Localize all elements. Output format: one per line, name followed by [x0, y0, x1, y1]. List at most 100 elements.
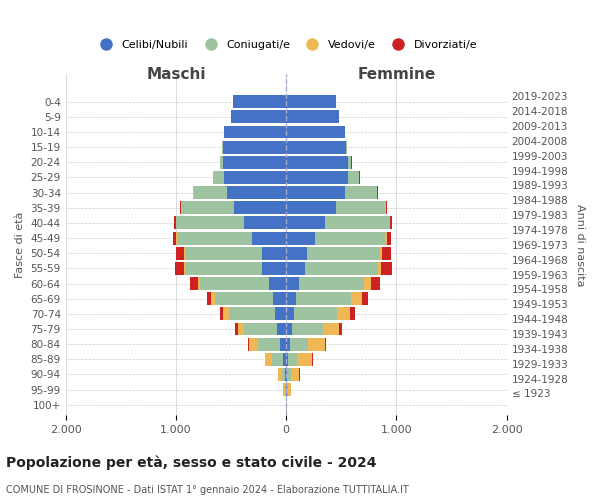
Bar	[305, 262, 378, 275]
Bar	[272, 353, 283, 366]
Text: COMUNE DI FROSINONE - Dati ISTAT 1° gennaio 2024 - Elaborazione TUTTITALIA.IT: COMUNE DI FROSINONE - Dati ISTAT 1° genn…	[6, 485, 409, 495]
Bar	[297, 353, 311, 366]
Bar	[175, 262, 184, 275]
Bar	[284, 383, 286, 396]
Bar	[176, 247, 184, 260]
Bar	[325, 338, 326, 350]
Bar	[377, 186, 378, 199]
Bar	[286, 171, 348, 184]
Bar	[273, 292, 286, 305]
Bar	[262, 247, 286, 260]
Bar	[378, 262, 381, 275]
Bar	[385, 232, 386, 244]
Bar	[381, 262, 392, 275]
Bar	[296, 292, 351, 305]
Bar	[286, 353, 289, 366]
Bar	[336, 202, 385, 214]
Bar	[290, 368, 299, 381]
Bar	[283, 353, 286, 366]
Bar	[222, 141, 223, 154]
Bar	[235, 202, 286, 214]
Bar	[288, 383, 291, 396]
Bar	[233, 96, 286, 108]
Bar	[211, 292, 215, 305]
Bar	[286, 247, 307, 260]
Bar	[348, 156, 351, 169]
Bar	[227, 186, 286, 199]
Bar	[244, 216, 286, 230]
Bar	[371, 277, 380, 290]
Bar	[286, 322, 292, 336]
Bar	[339, 322, 343, 336]
Bar	[286, 156, 348, 169]
Bar	[286, 277, 299, 290]
Bar	[287, 383, 288, 396]
Y-axis label: Anni di nascita: Anni di nascita	[575, 204, 585, 286]
Bar	[286, 262, 305, 275]
Bar	[386, 232, 391, 244]
Bar	[287, 368, 290, 381]
Bar	[282, 368, 285, 381]
Text: Popolazione per età, sesso e stato civile - 2024: Popolazione per età, sesso e stato civil…	[6, 456, 377, 470]
Bar	[215, 292, 273, 305]
Bar	[285, 368, 286, 381]
Bar	[249, 338, 257, 350]
Bar	[173, 232, 176, 244]
Bar	[223, 156, 286, 169]
Bar	[278, 368, 282, 381]
Bar	[224, 126, 286, 138]
Bar	[185, 262, 262, 275]
Bar	[380, 247, 382, 260]
Bar	[223, 141, 286, 154]
Bar	[275, 308, 286, 320]
Bar	[344, 186, 377, 199]
Bar	[286, 232, 315, 244]
Bar	[286, 368, 287, 381]
Bar	[325, 216, 390, 230]
Bar	[286, 292, 296, 305]
Bar	[323, 322, 339, 336]
Bar	[351, 292, 362, 305]
Legend: Celibi/Nubili, Coniugati/e, Vedovi/e, Divorziati/e: Celibi/Nubili, Coniugati/e, Vedovi/e, Di…	[91, 36, 482, 54]
Y-axis label: Fasce di età: Fasce di età	[15, 212, 25, 278]
Bar	[286, 216, 325, 230]
Bar	[265, 353, 272, 366]
Bar	[362, 292, 368, 305]
Bar	[198, 277, 200, 290]
Bar	[277, 322, 286, 336]
Bar	[294, 308, 337, 320]
Bar	[307, 247, 380, 260]
Bar	[194, 186, 227, 199]
Bar	[346, 141, 347, 154]
Bar	[181, 202, 235, 214]
Bar	[348, 171, 359, 184]
Bar	[235, 322, 238, 336]
Bar	[214, 171, 224, 184]
Bar	[200, 277, 269, 290]
Text: Maschi: Maschi	[146, 67, 206, 82]
Bar	[286, 308, 294, 320]
Bar	[177, 232, 252, 244]
Bar	[337, 308, 350, 320]
Bar	[364, 277, 371, 290]
Bar	[174, 216, 176, 230]
Bar	[289, 353, 297, 366]
Bar	[283, 383, 284, 396]
Bar	[299, 277, 364, 290]
Bar	[190, 277, 198, 290]
Bar	[262, 262, 286, 275]
Bar	[252, 232, 286, 244]
Bar	[224, 171, 286, 184]
Bar	[286, 338, 290, 350]
Bar	[290, 338, 308, 350]
Bar	[220, 308, 223, 320]
Bar	[286, 141, 346, 154]
Bar	[391, 216, 392, 230]
Bar	[180, 202, 181, 214]
Bar	[176, 216, 244, 230]
Bar	[207, 292, 211, 305]
Bar	[292, 322, 323, 336]
Bar	[286, 110, 339, 124]
Bar	[308, 338, 325, 350]
Bar	[286, 126, 344, 138]
